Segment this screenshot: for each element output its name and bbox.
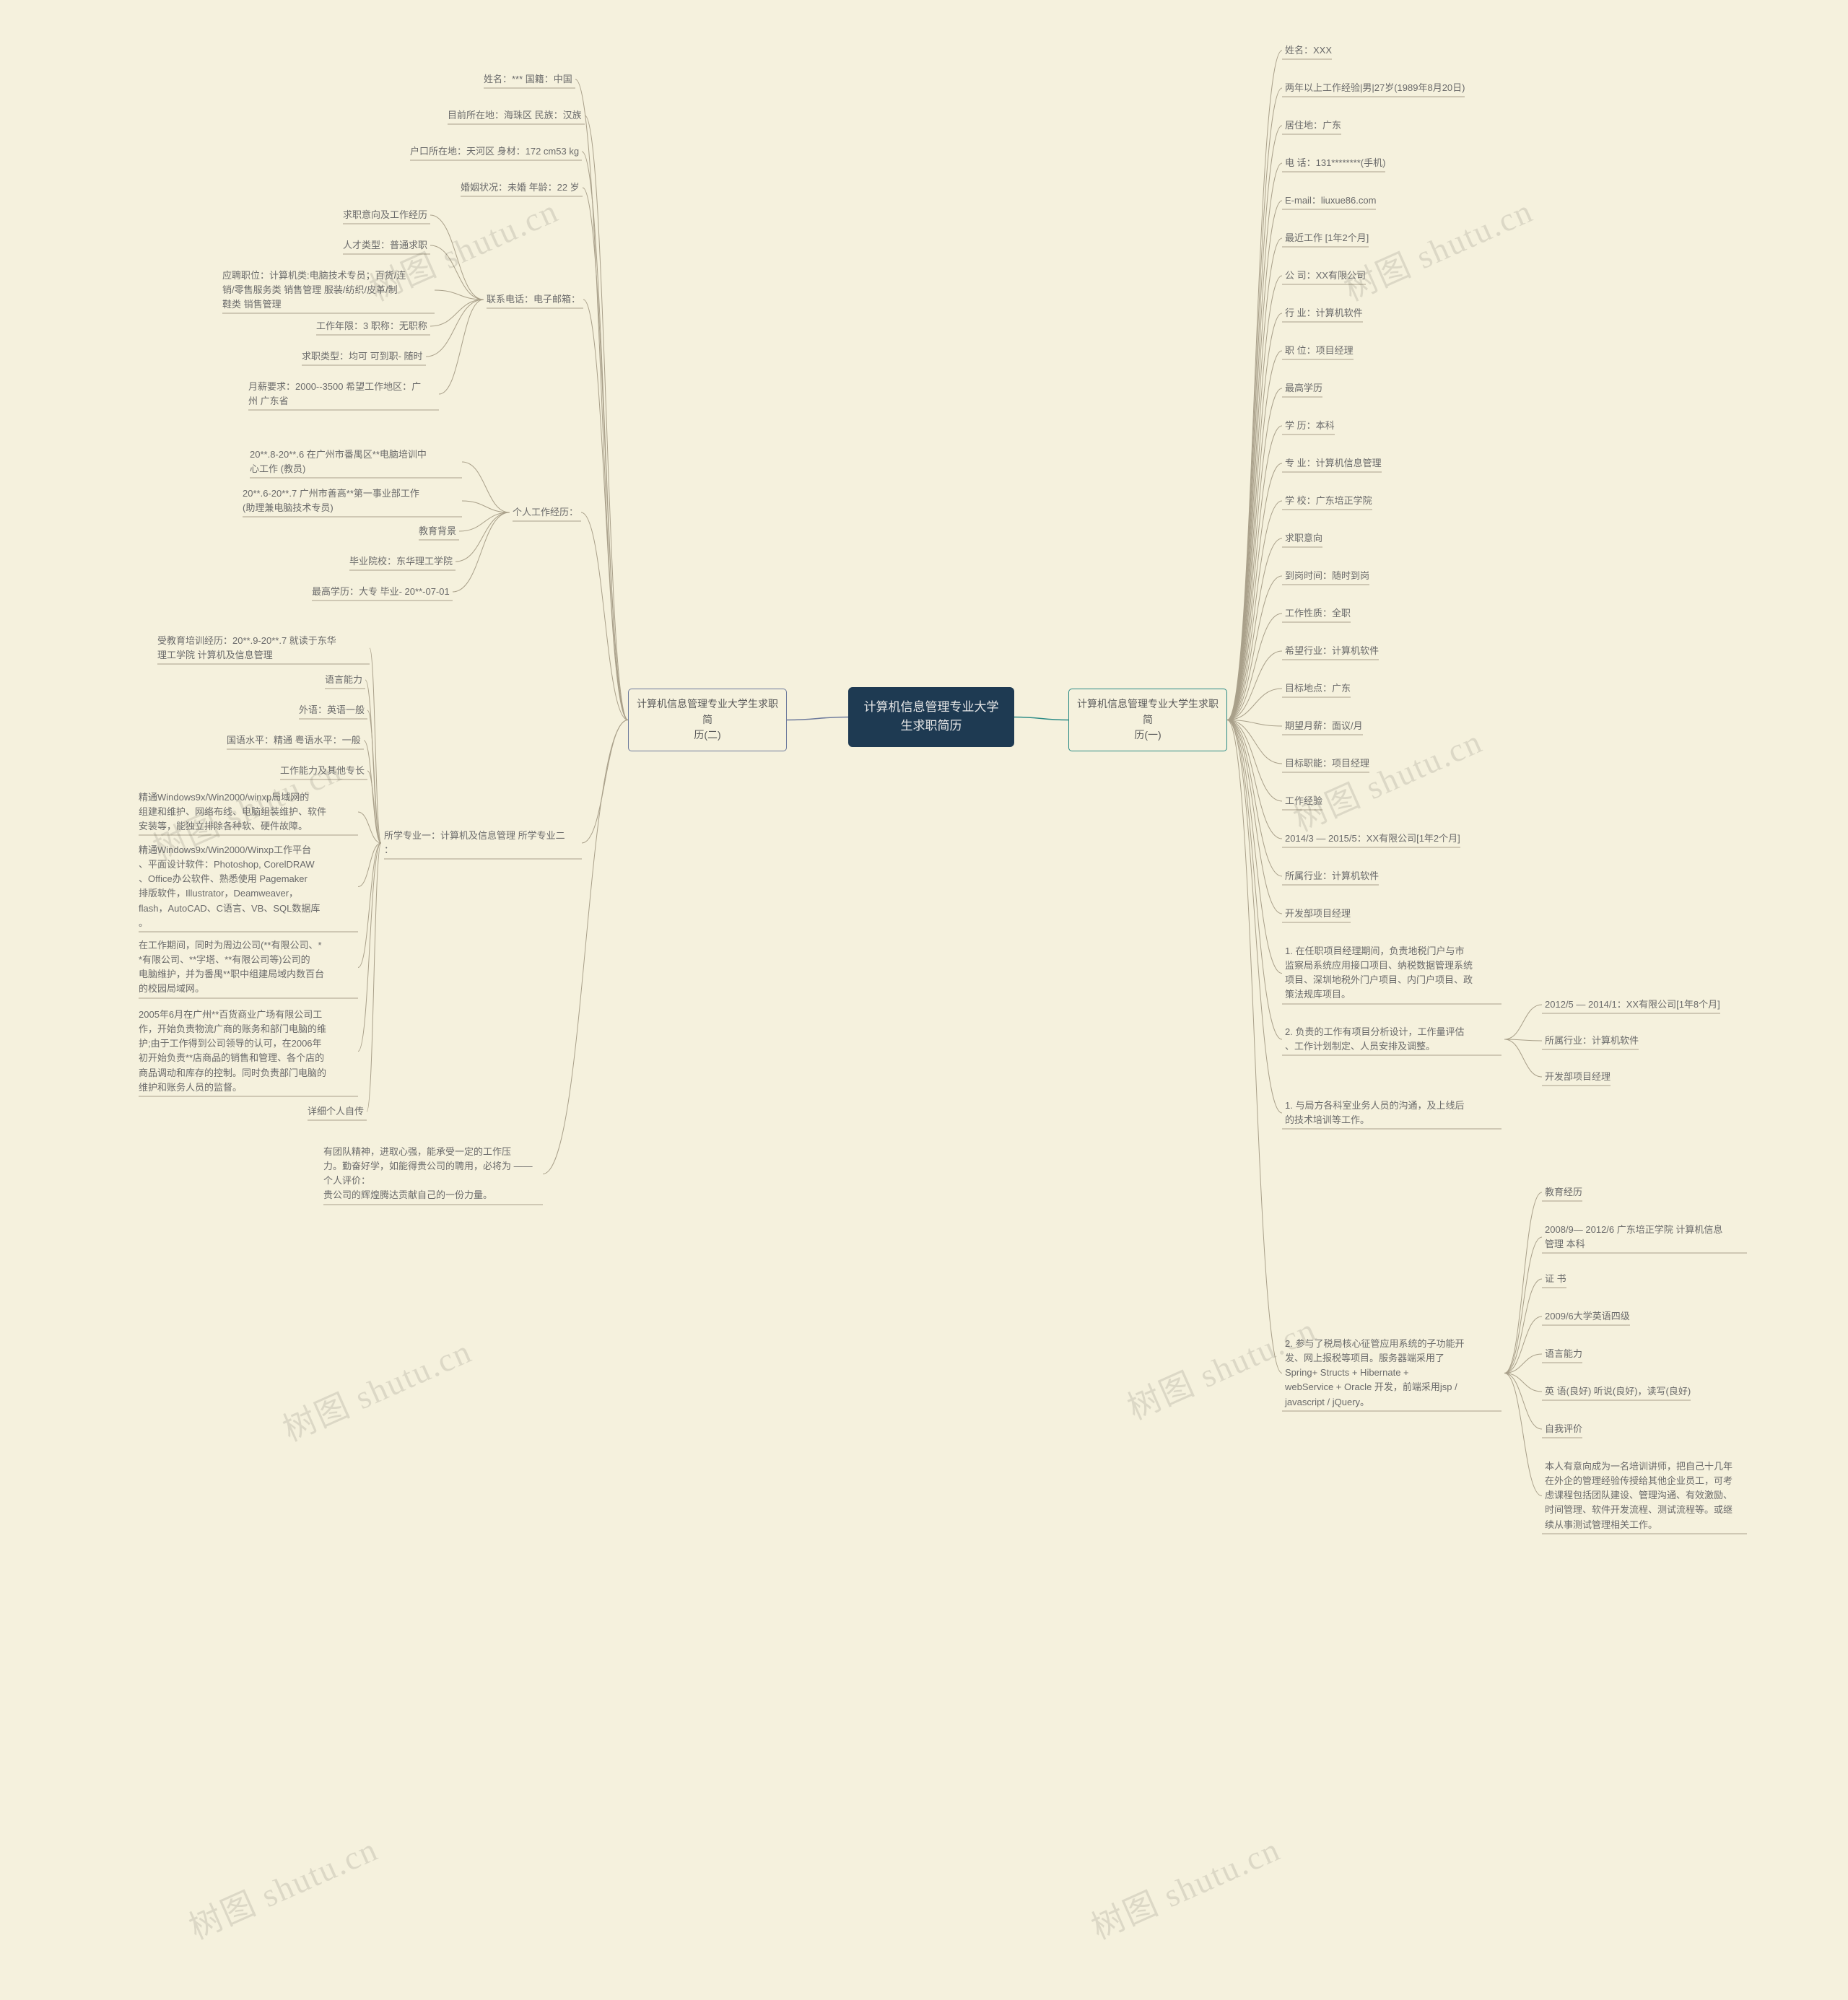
leaf-node: 两年以上工作经验|男|27岁(1989年8月20日) (1285, 81, 1465, 95)
leaf-node: 应聘职位：计算机类:电脑技术专员；百货/连 销/零售服务类 销售管理 服装/纺织… (222, 268, 432, 312)
leaf-node: 20**.6-20**.7 广州市善高**第一事业部工作 (助理兼电脑技术专员) (243, 486, 459, 515)
leaf-node: 最近工作 [1年2个月] (1285, 231, 1369, 245)
leaf-node: 行 业：计算机软件 (1285, 306, 1363, 320)
leaf-node: 证 书 (1545, 1272, 1566, 1286)
watermark: 树图 shutu.cn (1285, 715, 1489, 841)
leaf-node: 姓名：*** 国籍：中国 (484, 72, 572, 87)
leaf-node: 求职类型：均可 可到职- 随时 (302, 349, 423, 364)
leaf-node: 2. 参与了税局核心征管应用系统的子功能开 发、网上报税等项目。服务器端采用了 … (1285, 1337, 1502, 1410)
leaf-node: 所属行业：计算机软件 (1545, 1034, 1639, 1048)
leaf-node: 工作经验 (1285, 794, 1322, 808)
leaf-node: 受教育培训经历：20**.9-20**.7 就读于东华 理工学院 计算机及信息管… (157, 634, 367, 663)
leaf-node: 20**.8-20**.6 在广州市番禺区**电脑培训中 心工作 (教员) (250, 447, 459, 476)
watermark: 树图 shutu.cn (1083, 1823, 1287, 1949)
leaf-node: 最高学历 (1285, 381, 1322, 396)
leaf-node: 语言能力 (1545, 1347, 1582, 1361)
leaf-node: 最高学历：大专 毕业- 20**-07-01 (312, 585, 450, 599)
leaf-node: 1. 在任职项目经理期间，负责地税门户与市 监察局系统应用接口项目、纳税数据管理… (1285, 944, 1502, 1003)
leaf-node: 开发部项目经理 (1285, 907, 1351, 921)
leaf-node: 工作年限：3 职称：无职称 (316, 319, 427, 333)
leaf-node: E-mail：liuxue86.com (1285, 193, 1376, 208)
leaf-node: 希望行业：计算机软件 (1285, 644, 1379, 658)
leaf-node: 1. 与局方各科室业务人员的沟通，及上线后 的技术培训等工作。 (1285, 1099, 1502, 1127)
leaf-node: 个人工作经历： (513, 505, 578, 520)
leaf-node: 求职意向及工作经历 (343, 208, 427, 222)
leaf-node: 教育经历 (1545, 1185, 1582, 1200)
leaf-node: 专 业：计算机信息管理 (1285, 456, 1382, 471)
leaf-node: 详细个人自传 (308, 1104, 364, 1119)
leaf-node: 自我评价 (1545, 1422, 1582, 1436)
leaf-node: 外语：英语一般 (299, 703, 365, 717)
leaf-node: 期望月薪：面议/月 (1285, 719, 1363, 733)
leaf-node: 语言能力 (325, 673, 362, 687)
leaf-node: 姓名：XXX (1285, 43, 1332, 58)
leaf-node: 求职意向 (1285, 531, 1322, 546)
leaf-node: 2. 负责的工作有项目分析设计，工作量评估 、工作计划制定、人员安排及调整。 (1285, 1025, 1502, 1054)
leaf-node: 人才类型：普通求职 (343, 238, 427, 253)
leaf-node: 职 位：项目经理 (1285, 344, 1354, 358)
leaf-node: 到岗时间：随时到岗 (1285, 569, 1369, 583)
leaf-node: 公 司：XX有限公司 (1285, 268, 1366, 283)
watermark: 树图 shutu.cn (274, 1325, 479, 1451)
center-node: 计算机信息管理专业大学 生求职简历 (848, 687, 1014, 747)
leaf-node: 本人有意向成为一名培训讲师，把自己十几年 在外企的管理经验传授给其他企业员工，可… (1545, 1459, 1747, 1532)
leaf-node: 开发部项目经理 (1545, 1070, 1611, 1084)
leaf-node: 户口所在地：天河区 身材：172 cm53 kg (410, 144, 579, 159)
leaf-node: 2014/3 — 2015/5：XX有限公司[1年2个月] (1285, 831, 1460, 846)
leaf-node: 有团队精神，进取心强，能承受一定的工作压 力。勤奋好学，如能得贵公司的聘用，必将… (323, 1145, 540, 1203)
branch-node: 计算机信息管理专业大学生求职简 历(一) (1068, 689, 1227, 751)
leaf-node: 居住地：广东 (1285, 118, 1341, 133)
leaf-node: 学 历：本科 (1285, 419, 1335, 433)
leaf-node: 2005年6月在广州**百货商业广场有限公司工 作，开始负责物流广商的账务和部门… (139, 1008, 355, 1095)
branch-node: 计算机信息管理专业大学生求职简 历(二) (628, 689, 787, 751)
watermark: 树图 shutu.cn (180, 1823, 385, 1949)
leaf-node: 所学专业一：计算机及信息管理 所学专业二 ： (384, 829, 579, 857)
leaf-node: 2008/9— 2012/6 广东培正学院 计算机信息 管理 本科 (1545, 1223, 1747, 1252)
leaf-node: 目标职能：项目经理 (1285, 756, 1369, 771)
leaf-node: 联系电话：电子邮箱： (487, 292, 580, 307)
leaf-node: 月薪要求：2000--3500 希望工作地区：广 州 广东省 (248, 380, 436, 409)
leaf-node: 工作能力及其他专长 (280, 764, 365, 778)
leaf-node: 毕业院校：东华理工学院 (349, 554, 453, 569)
leaf-node: 英 语(良好) 听说(良好)，读写(良好) (1545, 1384, 1691, 1399)
leaf-node: 学 校：广东培正学院 (1285, 494, 1372, 508)
leaf-node: 工作性质：全职 (1285, 606, 1351, 621)
leaf-node: 所属行业：计算机软件 (1285, 869, 1379, 883)
leaf-node: 婚姻状况：未婚 年龄：22 岁 (461, 180, 580, 195)
leaf-node: 目标地点：广东 (1285, 681, 1351, 696)
leaf-node: 在工作期间，同时为周边公司(**有限公司、* *有限公司、**字塔、**有限公司… (139, 938, 355, 997)
leaf-node: 精通Windows9x/Win2000/winxp局域网的 组建和维护、网络布线… (139, 790, 355, 834)
leaf-node: 2012/5 — 2014/1：XX有限公司[1年8个月] (1545, 997, 1720, 1012)
leaf-node: 目前所在地：海珠区 民族：汉族 (448, 108, 582, 123)
leaf-node: 精通Windows9x/Win2000/Winxp工作平台 、平面设计软件：Ph… (139, 843, 355, 930)
leaf-node: 国语水平：精通 粤语水平：一般 (227, 733, 361, 748)
leaf-node: 2009/6大学英语四级 (1545, 1309, 1630, 1324)
leaf-node: 电 话：131********(手机) (1285, 156, 1385, 170)
leaf-node: 教育背景 (419, 524, 456, 538)
